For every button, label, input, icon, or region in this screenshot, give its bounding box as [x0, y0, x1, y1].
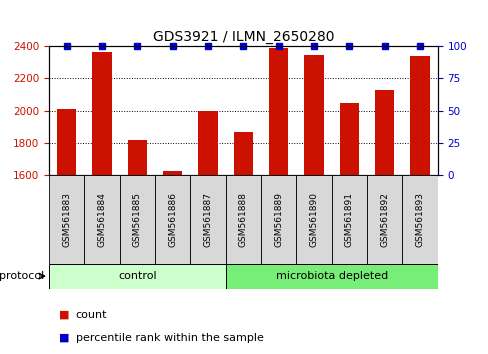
Text: ■: ■	[59, 333, 69, 343]
Text: GSM561885: GSM561885	[132, 192, 142, 247]
Bar	[127, 140, 147, 175]
Text: GSM561888: GSM561888	[238, 192, 247, 247]
Bar	[304, 55, 323, 175]
Bar	[402, 175, 437, 264]
Text: protocol: protocol	[0, 271, 44, 281]
Bar	[339, 103, 358, 175]
Bar	[225, 264, 437, 289]
Text: control: control	[118, 271, 156, 281]
Text: GSM561890: GSM561890	[309, 192, 318, 247]
Bar	[84, 175, 120, 264]
Bar	[120, 175, 155, 264]
Text: GSM561893: GSM561893	[415, 192, 424, 247]
Text: GSM561886: GSM561886	[168, 192, 177, 247]
Text: GSM561887: GSM561887	[203, 192, 212, 247]
Bar	[225, 175, 261, 264]
Bar	[233, 132, 252, 175]
Bar	[57, 109, 76, 175]
Text: GSM561891: GSM561891	[344, 192, 353, 247]
Bar	[49, 264, 225, 289]
Bar	[190, 175, 225, 264]
Bar	[155, 175, 190, 264]
Bar	[198, 111, 217, 175]
Bar	[331, 175, 366, 264]
Text: GSM561883: GSM561883	[62, 192, 71, 247]
Bar	[268, 48, 288, 175]
Text: GSM561884: GSM561884	[97, 192, 106, 247]
Bar	[49, 175, 84, 264]
Text: microbiota depleted: microbiota depleted	[275, 271, 387, 281]
Text: percentile rank within the sample: percentile rank within the sample	[76, 333, 263, 343]
Text: GSM561889: GSM561889	[274, 192, 283, 247]
Bar	[409, 56, 429, 175]
Text: GSM561892: GSM561892	[379, 192, 388, 247]
Text: ■: ■	[59, 310, 69, 320]
Bar	[261, 175, 296, 264]
Bar	[92, 52, 111, 175]
Text: count: count	[76, 310, 107, 320]
Bar	[374, 90, 393, 175]
Title: GDS3921 / ILMN_2650280: GDS3921 / ILMN_2650280	[152, 30, 333, 44]
Bar	[296, 175, 331, 264]
Bar	[366, 175, 402, 264]
Bar	[163, 171, 182, 175]
